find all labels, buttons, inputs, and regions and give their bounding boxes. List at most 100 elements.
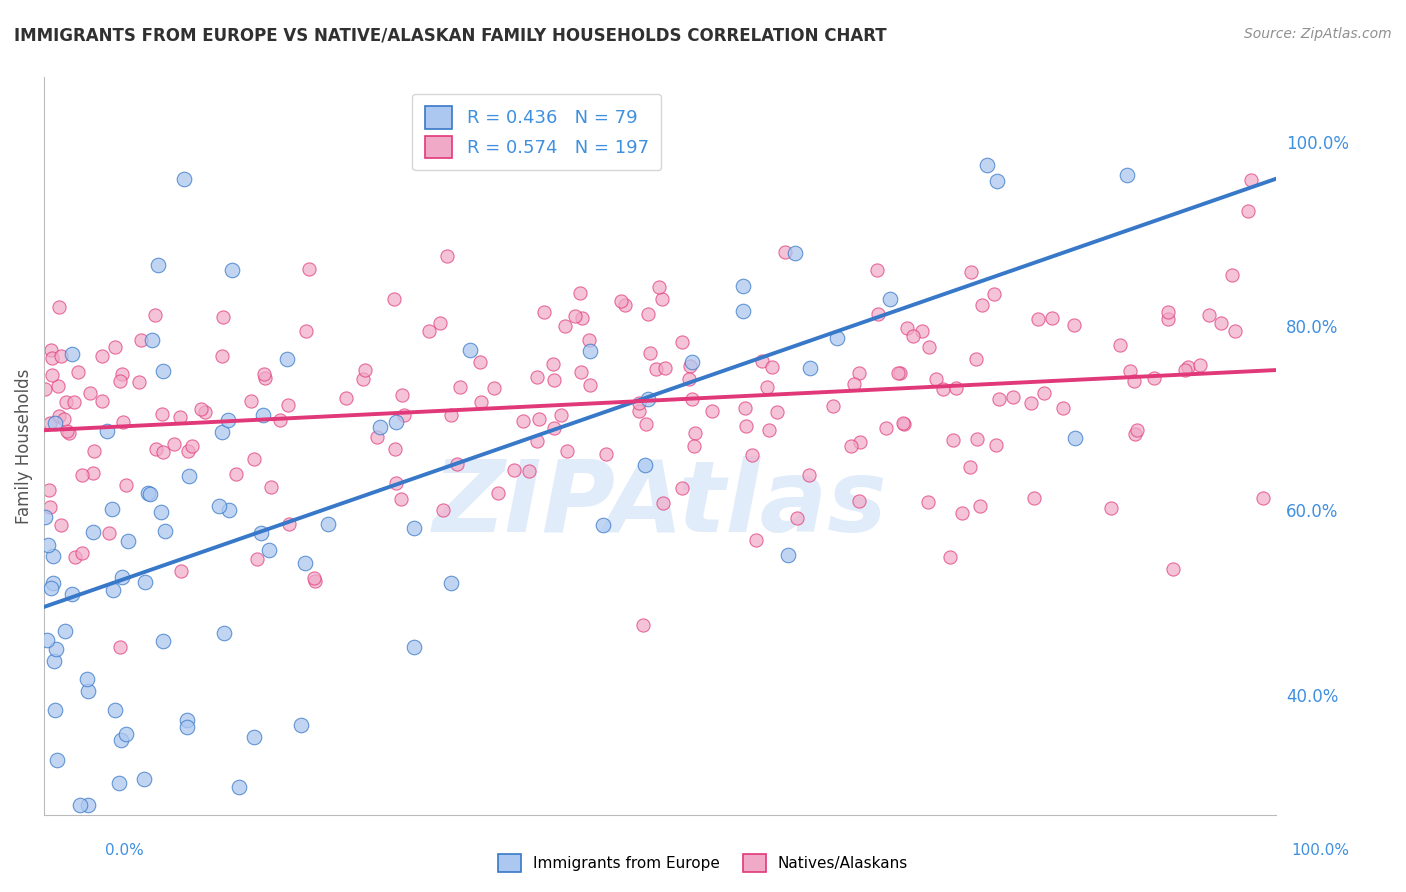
- Point: [429, 316, 451, 330]
- Point: [960, 265, 983, 279]
- Point: [108, 640, 131, 654]
- Point: [891, 417, 914, 431]
- Point: [449, 380, 471, 394]
- Point: [533, 305, 555, 319]
- Point: [766, 405, 789, 419]
- Point: [76, 798, 98, 813]
- Point: [254, 371, 277, 385]
- Point: [866, 307, 889, 321]
- Point: [440, 575, 463, 590]
- Point: [578, 343, 600, 358]
- Point: [554, 318, 576, 333]
- Point: [335, 391, 357, 405]
- Point: [526, 434, 548, 448]
- Point: [368, 420, 391, 434]
- Point: [889, 366, 911, 380]
- Point: [181, 439, 204, 453]
- Point: [436, 249, 458, 263]
- Point: [683, 439, 706, 453]
- Point: [96, 424, 118, 438]
- Point: [1223, 324, 1246, 338]
- Point: [613, 298, 636, 312]
- Point: [44, 703, 66, 717]
- Point: [917, 495, 939, 509]
- Point: [108, 776, 131, 790]
- Point: [1198, 308, 1220, 322]
- Text: ZIPAtlas: ZIPAtlas: [433, 457, 887, 553]
- Point: [1143, 371, 1166, 385]
- Point: [354, 362, 377, 376]
- Point: [786, 510, 808, 524]
- Point: [700, 404, 723, 418]
- Point: [683, 425, 706, 440]
- Point: [731, 303, 754, 318]
- Point: [225, 467, 247, 481]
- Legend: R = 0.436   N = 79, R = 0.574   N = 197: R = 0.436 N = 79, R = 0.574 N = 197: [412, 94, 661, 170]
- Point: [91, 349, 114, 363]
- Point: [139, 487, 162, 501]
- Point: [169, 410, 191, 425]
- Point: [595, 447, 617, 461]
- Point: [887, 366, 910, 380]
- Point: [841, 440, 863, 454]
- Point: [571, 310, 593, 325]
- Point: [44, 416, 66, 430]
- Point: [1002, 390, 1025, 404]
- Point: [108, 374, 131, 388]
- Point: [1040, 310, 1063, 325]
- Point: [277, 517, 299, 532]
- Point: [458, 343, 481, 357]
- Point: [221, 263, 243, 277]
- Point: [402, 640, 425, 654]
- Point: [848, 366, 870, 380]
- Point: [152, 444, 174, 458]
- Point: [966, 433, 988, 447]
- Point: [155, 524, 177, 538]
- Point: [744, 533, 766, 547]
- Point: [778, 548, 800, 562]
- Point: [901, 329, 924, 343]
- Y-axis label: Family Households: Family Households: [15, 368, 32, 524]
- Point: [55, 394, 77, 409]
- Point: [298, 262, 321, 277]
- Point: [276, 352, 298, 367]
- Point: [152, 634, 174, 648]
- Point: [269, 413, 291, 427]
- Point: [242, 730, 264, 744]
- Point: [628, 395, 651, 409]
- Point: [875, 420, 897, 434]
- Point: [671, 334, 693, 349]
- Point: [65, 550, 87, 565]
- Point: [38, 416, 60, 430]
- Point: [250, 526, 273, 541]
- Point: [734, 401, 756, 415]
- Point: [39, 581, 62, 595]
- Point: [564, 309, 586, 323]
- Point: [38, 500, 60, 514]
- Point: [211, 425, 233, 439]
- Point: [751, 353, 773, 368]
- Text: 0.0%: 0.0%: [105, 843, 145, 858]
- Point: [432, 503, 454, 517]
- Point: [849, 435, 872, 450]
- Point: [111, 415, 134, 429]
- Point: [117, 533, 139, 548]
- Point: [90, 394, 112, 409]
- Point: [246, 551, 269, 566]
- Point: [45, 753, 67, 767]
- Point: [1032, 385, 1054, 400]
- Point: [42, 575, 65, 590]
- Point: [176, 720, 198, 734]
- Point: [984, 438, 1007, 452]
- Point: [49, 350, 72, 364]
- Point: [654, 360, 676, 375]
- Text: IMMIGRANTS FROM EUROPE VS NATIVE/ALASKAN FAMILY HOUSEHOLDS CORRELATION CHART: IMMIGRANTS FROM EUROPE VS NATIVE/ALASKAN…: [14, 27, 887, 45]
- Point: [512, 414, 534, 428]
- Point: [950, 506, 973, 520]
- Point: [70, 546, 93, 560]
- Point: [578, 333, 600, 347]
- Point: [758, 423, 780, 437]
- Point: [110, 732, 132, 747]
- Point: [1063, 431, 1085, 445]
- Point: [101, 583, 124, 598]
